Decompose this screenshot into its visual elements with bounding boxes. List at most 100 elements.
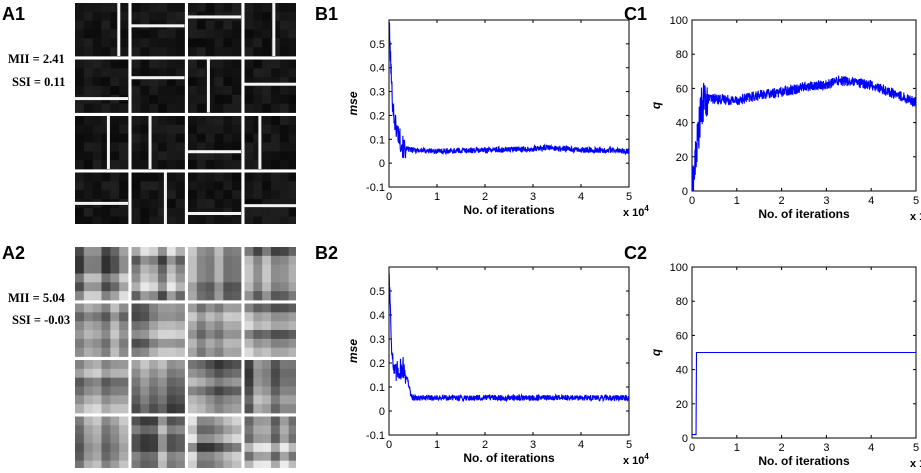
y-tick-label: 0.2	[370, 110, 385, 122]
filter-tile	[188, 172, 242, 226]
y-tick-label: 0	[379, 406, 385, 418]
y-tick-label: 60	[676, 83, 688, 95]
chart-c2: 0 1 2 3 4 5 0 20 40 60 80 100 No. of iterations q x 10…	[649, 262, 921, 470]
filter-tile	[131, 3, 185, 57]
filter-tile	[75, 303, 129, 357]
filter-tile	[244, 172, 298, 226]
x-tick-label: 2	[779, 442, 785, 454]
ssi-a2: SSI = -0.03	[12, 313, 71, 327]
x-axis-label: No. of iterations	[463, 203, 555, 217]
x-tick-label: 2	[779, 195, 785, 207]
y-tick-label: 0.4	[370, 63, 385, 75]
ssi-a1: SSI = 0.11	[12, 75, 66, 89]
mii-a1: MII = 2.41	[8, 52, 65, 66]
filter-tile	[188, 3, 242, 57]
x-multiplier-label: x 104	[910, 455, 921, 470]
data-series-line	[692, 75, 916, 191]
y-tick-label: 40	[676, 118, 688, 130]
x-tick-label: 0	[689, 442, 695, 454]
x-tick-label: 0	[689, 195, 695, 207]
x-multiplier-label: x 104	[623, 452, 649, 467]
filter-tile	[244, 116, 298, 170]
filter-tile	[75, 416, 129, 470]
filter-tile	[188, 59, 242, 113]
filter-tile	[244, 303, 298, 357]
filter-tile	[75, 360, 129, 414]
x-tick-label: 5	[626, 191, 632, 203]
x-tick-label: 1	[734, 195, 740, 207]
y-tick-label: 0	[379, 158, 385, 170]
panel-label-a2: A2	[2, 243, 26, 263]
y-tick-label: 0.5	[370, 286, 385, 298]
x-tick-label: 2	[482, 439, 488, 451]
x-axis-label: No. of iterations	[758, 207, 850, 221]
filter-tile	[131, 247, 185, 301]
chart-b1: 0 1 2 3 4 5-0.100.10.20.30.40.5No. of iterati…	[346, 19, 649, 219]
y-tick-label: 0.2	[370, 358, 385, 370]
x-tick-label: 1	[434, 191, 440, 203]
y-tick-label: 0.1	[370, 134, 385, 146]
y-tick-label: 100	[670, 262, 688, 274]
filter-tile	[188, 247, 242, 301]
y-tick-label: 0.4	[370, 310, 385, 322]
x-tick-label: 4	[578, 439, 584, 451]
filter-tile	[75, 116, 129, 170]
y-axis-label: mse	[346, 91, 360, 115]
x-tick-label: 4	[868, 195, 874, 207]
x-tick-label: 1	[434, 439, 440, 451]
y-tick-label: 0	[682, 186, 688, 198]
x-multiplier-label: x 104	[623, 204, 649, 219]
x-tick-label: 5	[913, 442, 919, 454]
mii-a2: MII = 5.04	[8, 291, 65, 305]
y-tick-label: 0	[682, 433, 688, 445]
y-tick-label: 0.1	[370, 382, 385, 394]
panel-label-b1: B1	[315, 4, 339, 24]
x-axis-label: No. of iterations	[463, 451, 555, 465]
filter-tile	[131, 116, 185, 170]
filter-tile	[188, 360, 242, 414]
y-tick-label: 80	[676, 49, 688, 61]
x-tick-label: 2	[482, 191, 488, 203]
x-multiplier-label: x 104	[910, 208, 921, 223]
x-tick-label: 5	[626, 439, 632, 451]
filter-tile	[131, 303, 185, 357]
panel-label-c2: C2	[624, 243, 648, 263]
chart-b2: 0 1 2 3 4 5-0.100.10.20.30.40.5No. of iterati…	[346, 266, 649, 467]
filter-tile	[244, 247, 298, 301]
data-series-line	[389, 22, 629, 159]
y-tick-label: 0.5	[370, 39, 385, 51]
x-tick-label: 1	[734, 442, 740, 454]
filter-tile	[75, 172, 129, 226]
panel-label-c1: C1	[624, 4, 648, 24]
filter-tile	[131, 360, 185, 414]
filter-tile	[188, 416, 242, 470]
plot-frame	[388, 19, 630, 188]
filter-tile	[131, 59, 185, 113]
x-tick-label: 4	[868, 442, 874, 454]
plot-frame	[388, 266, 630, 436]
filter-tile	[188, 116, 242, 170]
y-tick-label: 100	[670, 15, 688, 27]
y-tick-label: 20	[676, 399, 688, 411]
data-series-line	[692, 351, 916, 436]
panel-label-b2: B2	[315, 243, 339, 263]
filter-tile	[244, 360, 298, 414]
y-tick-label: 0.3	[370, 334, 385, 346]
y-tick-label: 80	[676, 296, 688, 308]
x-tick-label: 3	[823, 442, 829, 454]
filter-tile	[244, 416, 298, 470]
x-tick-label: 3	[530, 439, 536, 451]
filter-mosaic-a1	[74, 2, 298, 226]
x-tick-label: 5	[913, 195, 919, 207]
filter-tile	[131, 416, 185, 470]
x-tick-label: 3	[530, 191, 536, 203]
y-axis-label: q	[649, 348, 663, 356]
y-tick-label: 20	[676, 152, 688, 164]
y-tick-label: -0.1	[366, 182, 385, 194]
x-axis-label: No. of iterations	[758, 454, 850, 468]
x-tick-label: 0	[386, 439, 392, 451]
y-tick-label: -0.1	[366, 430, 385, 442]
y-tick-label: 40	[676, 365, 688, 377]
plot-frame	[691, 19, 917, 192]
